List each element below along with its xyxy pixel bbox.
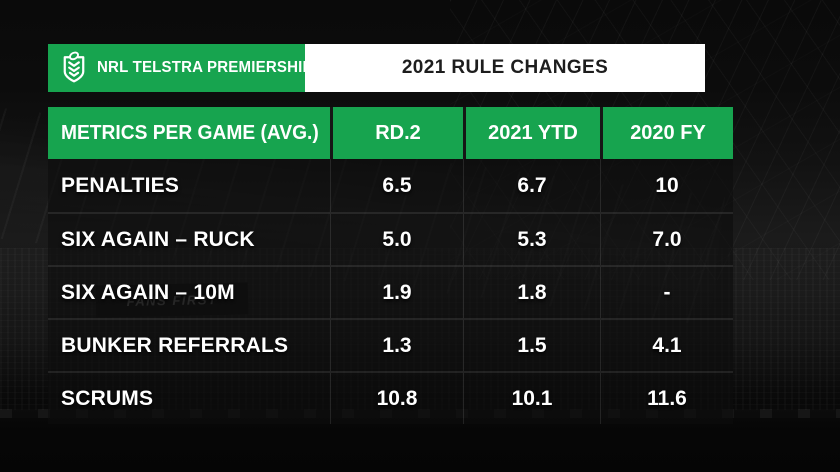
column-header-rd2: RD.2 (330, 107, 463, 159)
value-2021-ytd: 6.7 (463, 159, 600, 212)
column-header-metrics-label: METRICS PER GAME (AVG.) (61, 121, 319, 144)
table-row-six-again-10m: SIX AGAIN – 10M 1.9 1.8 - (48, 265, 733, 318)
value-2020-fy: 7.0 (600, 214, 733, 265)
value-2020-fy: - (600, 267, 733, 318)
value-2020-fy: 10 (600, 159, 733, 212)
league-banner: NRL TELSTRA PREMIERSHIP (48, 44, 313, 92)
value-rd2: 6.5 (330, 159, 463, 212)
column-header-2021-ytd: 2021 YTD (463, 107, 600, 159)
table-row-bunker-referrals: BUNKER REFERRALS 1.3 1.5 4.1 (48, 318, 733, 371)
table-row-six-again-ruck: SIX AGAIN – RUCK 5.0 5.3 7.0 (48, 212, 733, 265)
value-2020-fy: 4.1 (600, 320, 733, 371)
value-rd2: 5.0 (330, 214, 463, 265)
value-2021-ytd: 1.8 (463, 267, 600, 318)
value-2021-ytd: 5.3 (463, 214, 600, 265)
value-rd2: 1.9 (330, 267, 463, 318)
nrl-shield-logo-icon (63, 51, 85, 83)
league-label: NRL TELSTRA PREMIERSHIP (97, 59, 313, 76)
value-2021-ytd: 10.1 (463, 373, 600, 424)
table-header-row: METRICS PER GAME (AVG.) RD.2 2021 YTD 20… (48, 107, 733, 159)
table-row-penalties: PENALTIES 6.5 6.7 10 (48, 159, 733, 212)
metric-label: BUNKER REFERRALS (61, 333, 289, 357)
metric-label: SIX AGAIN – 10M (61, 280, 235, 304)
value-rd2: 1.3 (330, 320, 463, 371)
metric-label: SIX AGAIN – RUCK (61, 227, 255, 251)
title-banner: 2021 RULE CHANGES (305, 44, 705, 92)
metric-label: PENALTIES (61, 173, 180, 197)
table-row-scrums: SCRUMS 10.8 10.1 11.6 (48, 371, 733, 424)
metrics-table: METRICS PER GAME (AVG.) RD.2 2021 YTD 20… (48, 107, 733, 424)
value-2021-ytd: 1.5 (463, 320, 600, 371)
graphic-title: 2021 RULE CHANGES (401, 57, 609, 78)
header-banner: NRL TELSTRA PREMIERSHIP 2021 RULE CHANGE… (48, 44, 705, 92)
column-header-metrics: METRICS PER GAME (AVG.) (48, 107, 330, 159)
value-rd2: 10.8 (330, 373, 463, 424)
value-2020-fy: 11.6 (600, 373, 733, 424)
metric-label: SCRUMS (61, 386, 154, 410)
column-header-2020-fy: 2020 FY (600, 107, 733, 159)
